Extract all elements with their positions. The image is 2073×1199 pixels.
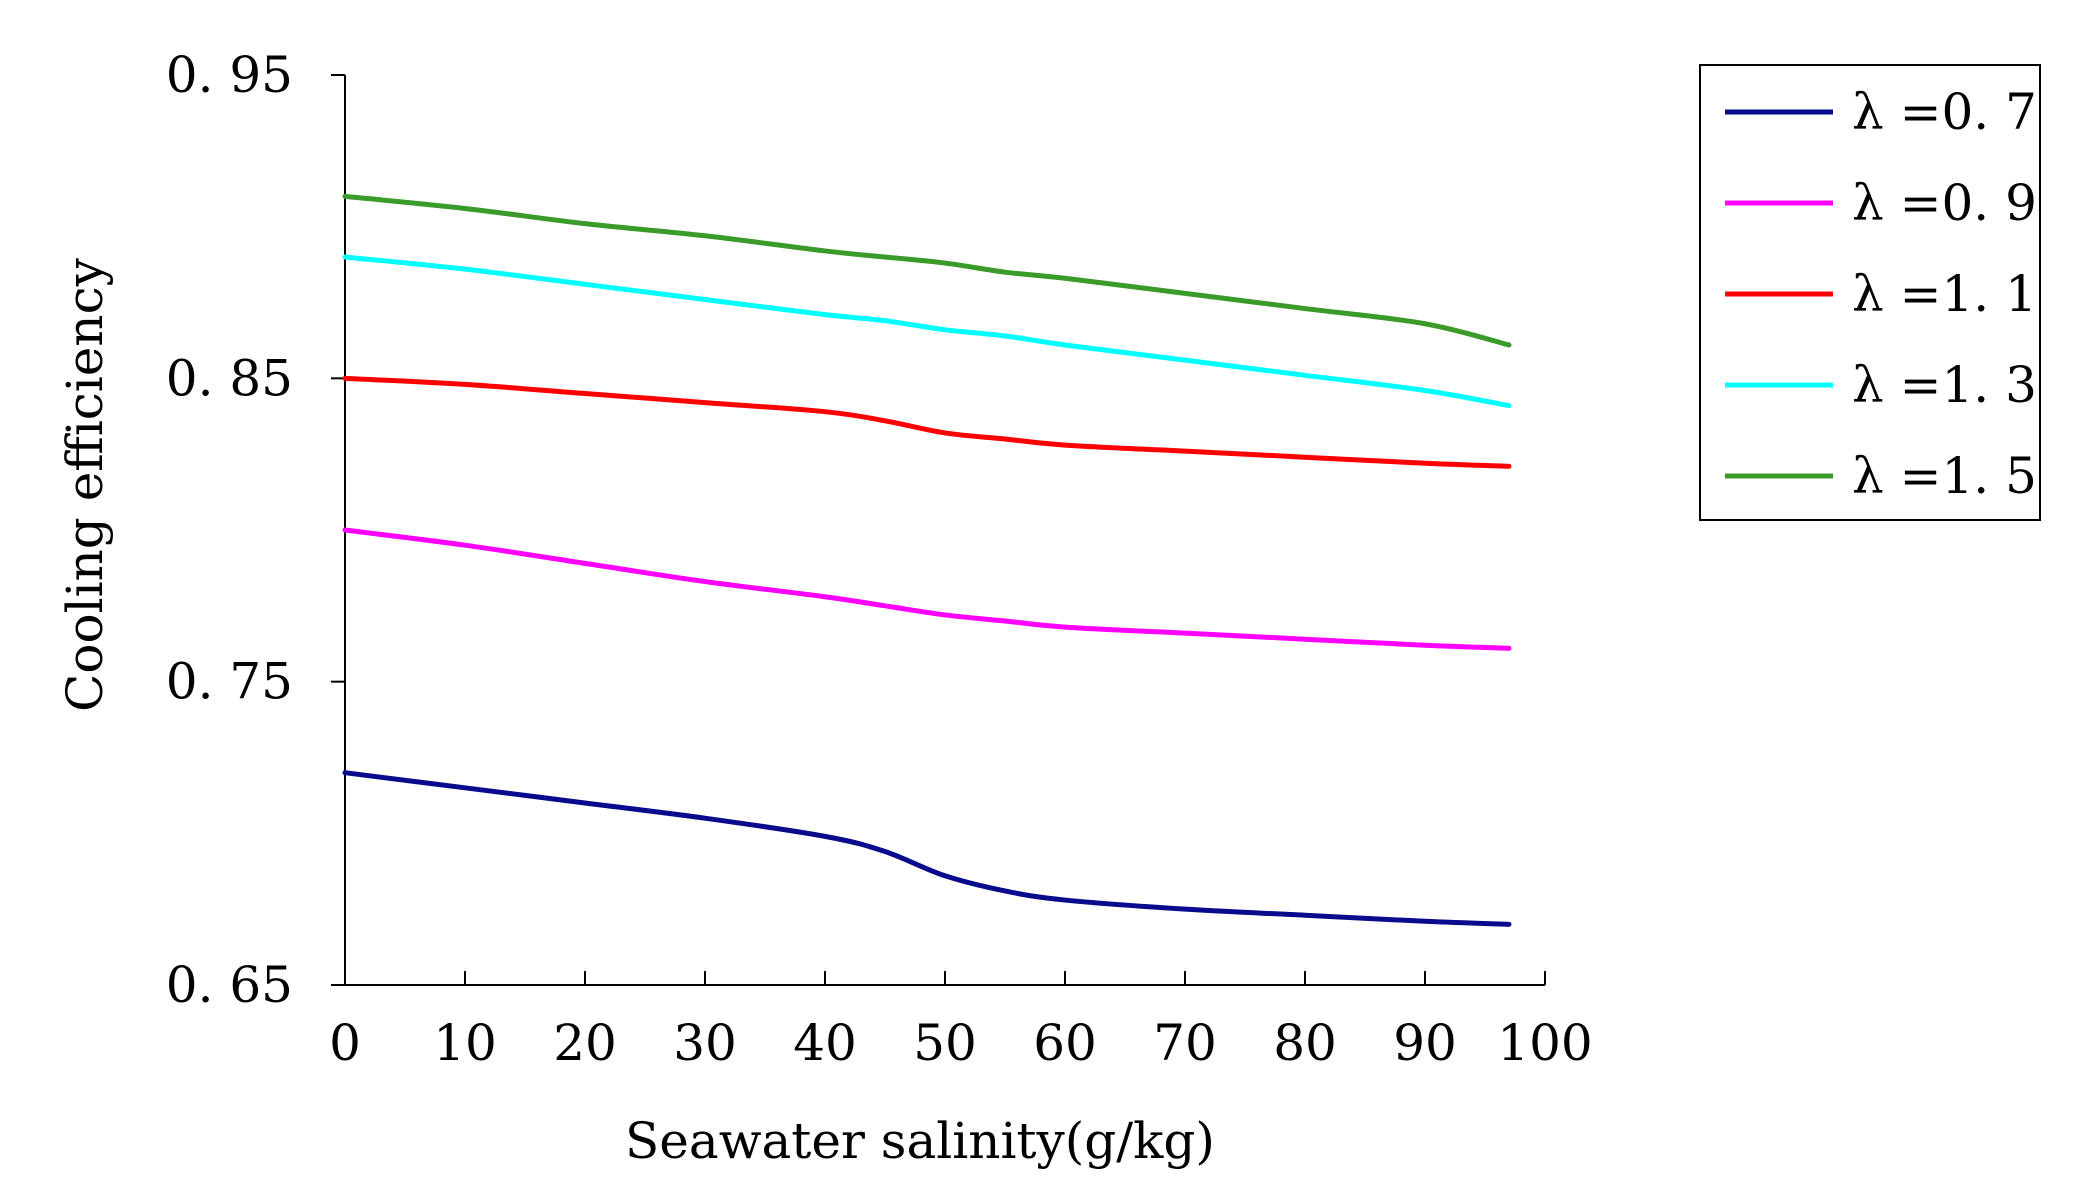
axes-layer: 0. 65 0. 75 0. 85 0. 95 0 10 20 30 40 50 60 70 80 90 1… (166, 46, 1593, 1072)
x-tick-label: 70 (1153, 1014, 1217, 1072)
legend-label-3: λ =1. 1 (1852, 265, 2037, 323)
x-tick-label: 50 (913, 1014, 977, 1072)
x-tick-label: 80 (1273, 1014, 1337, 1072)
x-tick-label: 60 (1033, 1014, 1097, 1072)
x-tick-label: 40 (793, 1014, 857, 1072)
x-tick-label: 10 (433, 1014, 497, 1072)
y-axis-title: Cooling efficiency (56, 257, 114, 711)
series-line-5 (342, 193, 1512, 348)
legend-label-4: λ =1. 3 (1852, 356, 2037, 414)
x-tick-label: 100 (1497, 1014, 1592, 1072)
legend-label-2: λ =0. 9 (1852, 174, 2037, 232)
x-tick-label: 90 (1393, 1014, 1457, 1072)
legend-label-5: λ =1. 5 (1852, 447, 2037, 505)
y-tick-label: 0. 65 (166, 956, 293, 1014)
y-tick-label: 0. 85 (166, 349, 293, 407)
x-tick-label: 30 (673, 1014, 737, 1072)
series-line-3 (342, 375, 1512, 469)
x-axis-title: Seawater salinity(g/kg) (625, 1112, 1215, 1170)
x-tick-label: 0 (329, 1014, 361, 1072)
series-line-1 (342, 770, 1512, 927)
series-line-2 (342, 527, 1512, 651)
legend: λ =0. 7 λ =0. 9 λ =1. 1 λ =1. 3 λ =1. 5 (1699, 64, 2041, 521)
y-tick-label: 0. 75 (166, 653, 293, 711)
series-line-4 (342, 254, 1512, 409)
x-tick-label: 20 (553, 1014, 617, 1072)
legend-label-1: λ =0. 7 (1852, 83, 2037, 141)
series-layer (342, 193, 1512, 927)
y-tick-label: 0. 95 (166, 46, 293, 104)
